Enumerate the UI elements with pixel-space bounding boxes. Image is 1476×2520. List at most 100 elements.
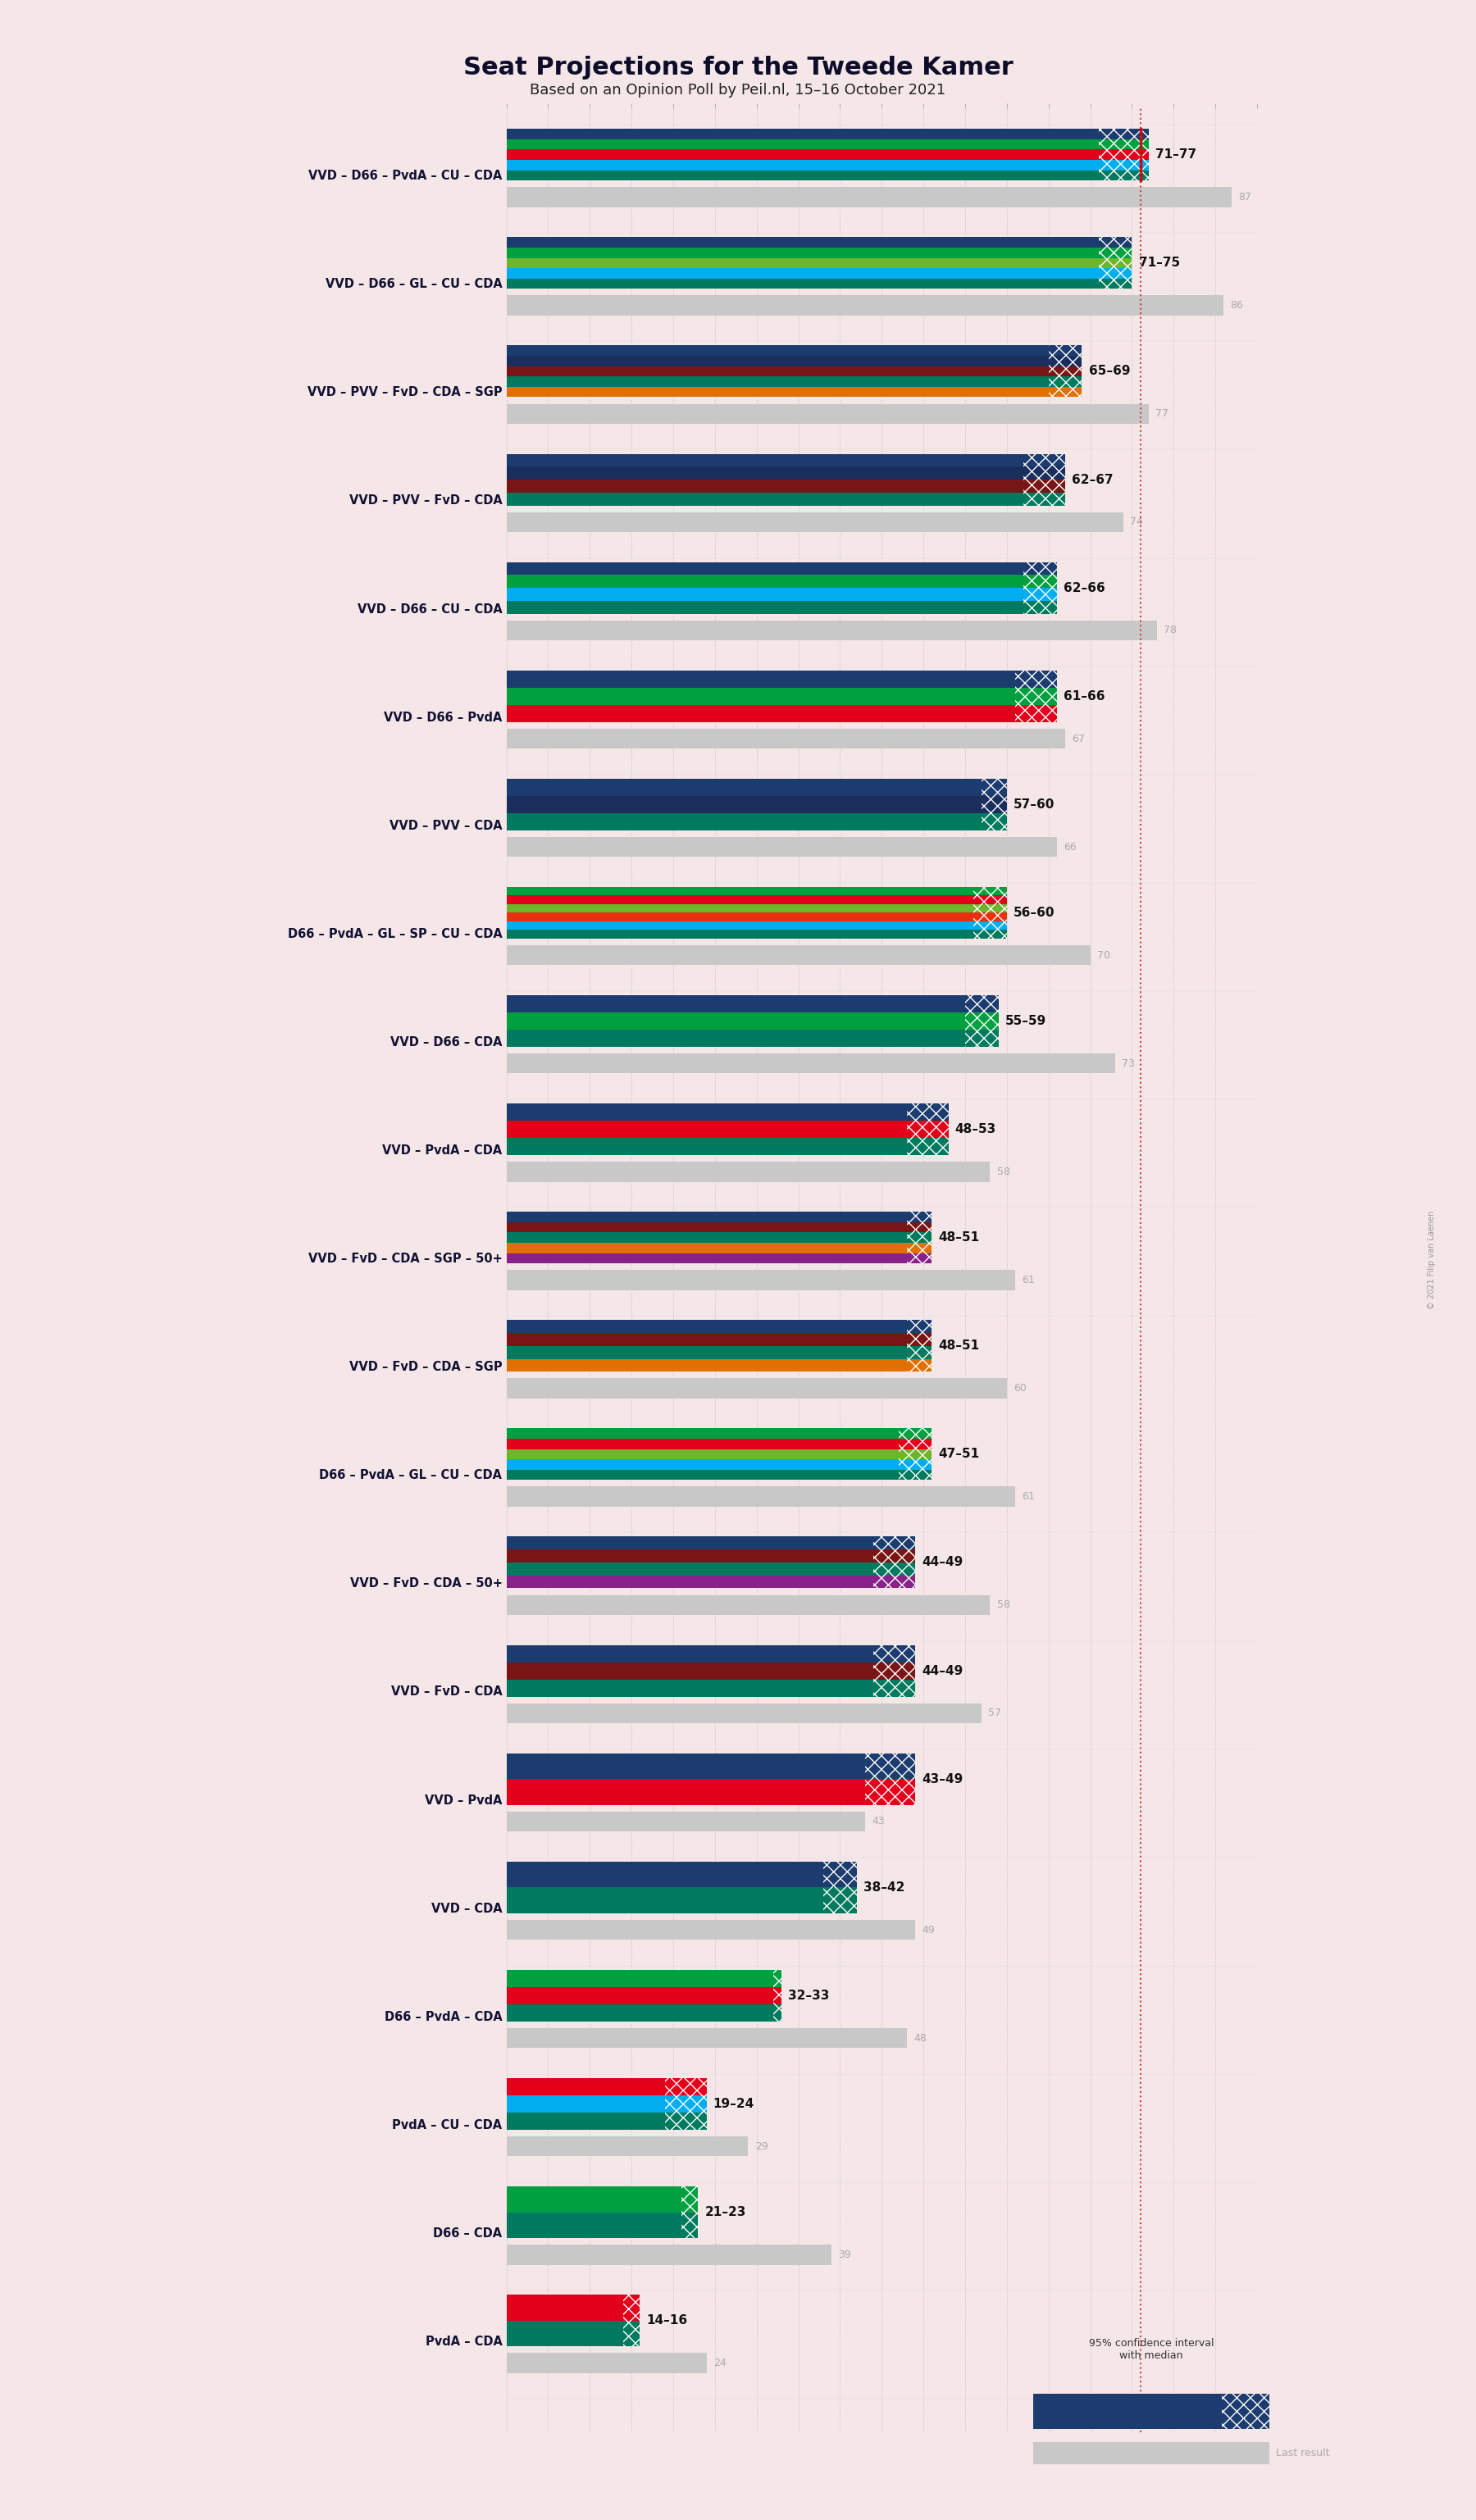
Text: 44–49: 44–49 [921,1557,962,1567]
Text: VVD – PVV – FvD – CDA – SGP: VVD – PVV – FvD – CDA – SGP [307,386,502,398]
Text: 55–59: 55–59 [1005,1016,1046,1028]
Text: VVD – D66 – CDA: VVD – D66 – CDA [390,1036,502,1048]
Text: 32–33: 32–33 [788,1988,830,2001]
Bar [506,454,1023,466]
Bar [506,257,1098,267]
Text: 61: 61 [1021,1275,1035,1285]
Bar [506,779,982,796]
Bar [906,1252,931,1263]
Bar [1015,670,1057,688]
Bar [906,1121,949,1139]
Bar [899,1439,931,1449]
Bar [506,922,974,930]
Text: D66 – CDA: D66 – CDA [432,2228,502,2240]
Bar [506,2245,831,2265]
Bar [773,1986,782,2003]
Text: 58: 58 [996,1167,1010,1177]
Bar [506,1429,899,1439]
Bar [1048,386,1082,398]
Bar [506,1779,865,1804]
Bar [506,1550,874,1562]
Text: © 2021 Filip van Laenen: © 2021 Filip van Laenen [1427,1210,1436,1310]
Text: 43–49: 43–49 [921,1774,962,1784]
Bar [506,1812,865,1832]
Bar [506,620,1157,640]
Text: 21–23: 21–23 [706,2205,747,2218]
Bar [506,1333,906,1346]
Bar [506,466,1023,479]
Text: VVD – FvD – CDA: VVD – FvD – CDA [391,1686,502,1698]
Bar [506,186,1232,207]
Bar [506,1469,899,1479]
Bar [623,2321,639,2346]
Bar [1015,688,1057,706]
Bar [874,1646,915,1663]
Bar [506,1562,874,1575]
Bar [982,814,1007,829]
Text: VVD – PVV – FvD – CDA: VVD – PVV – FvD – CDA [348,494,502,507]
Bar [974,922,1007,930]
Bar [506,1139,906,1154]
Bar [506,491,1023,507]
Text: 95% confidence interval
with median: 95% confidence interval with median [1089,2339,1213,2361]
Bar [506,1487,1015,1507]
Bar [506,355,1048,365]
Bar [506,796,982,814]
Text: 24: 24 [713,2359,726,2369]
Bar [506,2112,664,2129]
Bar [506,1378,1007,1399]
Bar [506,139,1098,149]
Bar [773,2003,782,2021]
Text: D66 – PvdA – GL – SP – CU – CDA: D66 – PvdA – GL – SP – CU – CDA [288,927,502,940]
Text: 48–51: 48–51 [939,1232,980,1245]
Bar [1222,2394,1269,2429]
Text: 70: 70 [1097,950,1110,960]
Bar [1048,355,1082,365]
Text: 56–60: 56–60 [1014,907,1055,920]
Text: VVD – PvdA: VVD – PvdA [425,1794,502,1807]
Bar [506,2003,773,2021]
Bar [1023,600,1057,615]
Text: 61: 61 [1021,1492,1035,1502]
Bar [506,1595,990,1615]
Bar [506,1986,773,2003]
Bar [982,779,1007,796]
Bar [506,1704,982,1724]
Bar [874,1678,915,1696]
Text: Based on an Opinion Poll by Peil.nl, 15–16 October 2021: Based on an Opinion Poll by Peil.nl, 15–… [530,83,946,98]
Bar [906,1222,931,1232]
Text: VVD – D66 – PvdA: VVD – D66 – PvdA [384,711,502,723]
Bar [1023,466,1066,479]
Text: VVD – D66 – GL – CU – CDA: VVD – D66 – GL – CU – CDA [325,277,502,290]
Bar [506,1449,899,1459]
Text: 62–67: 62–67 [1072,474,1113,486]
Text: 78: 78 [1163,625,1176,635]
Text: 86: 86 [1231,300,1243,310]
Bar [506,1013,965,1031]
Bar [506,1887,824,1913]
Bar [506,2029,906,2049]
Bar [506,2354,707,2374]
Bar [506,365,1048,375]
Bar [506,912,974,922]
Bar [664,2094,707,2112]
Text: 71–77: 71–77 [1156,149,1197,161]
Text: 61–66: 61–66 [1064,690,1106,703]
Bar [899,1449,931,1459]
Text: 29: 29 [754,2142,768,2152]
Bar [874,1562,915,1575]
Bar [664,2079,707,2094]
Text: VVD – PVV – CDA: VVD – PVV – CDA [390,819,502,832]
Bar [906,1333,931,1346]
Text: 47–51: 47–51 [939,1449,980,1459]
Bar [1098,149,1148,159]
Bar [906,1139,949,1154]
Bar [506,2187,682,2213]
Bar [506,1678,874,1696]
Text: VVD – D66 – PvdA – CU – CDA: VVD – D66 – PvdA – CU – CDA [308,169,502,181]
Text: 62–66: 62–66 [1064,582,1106,595]
Bar [874,1663,915,1678]
Text: 60: 60 [1014,1383,1026,1394]
Text: 57–60: 57–60 [1014,799,1055,811]
Bar [1098,280,1132,290]
